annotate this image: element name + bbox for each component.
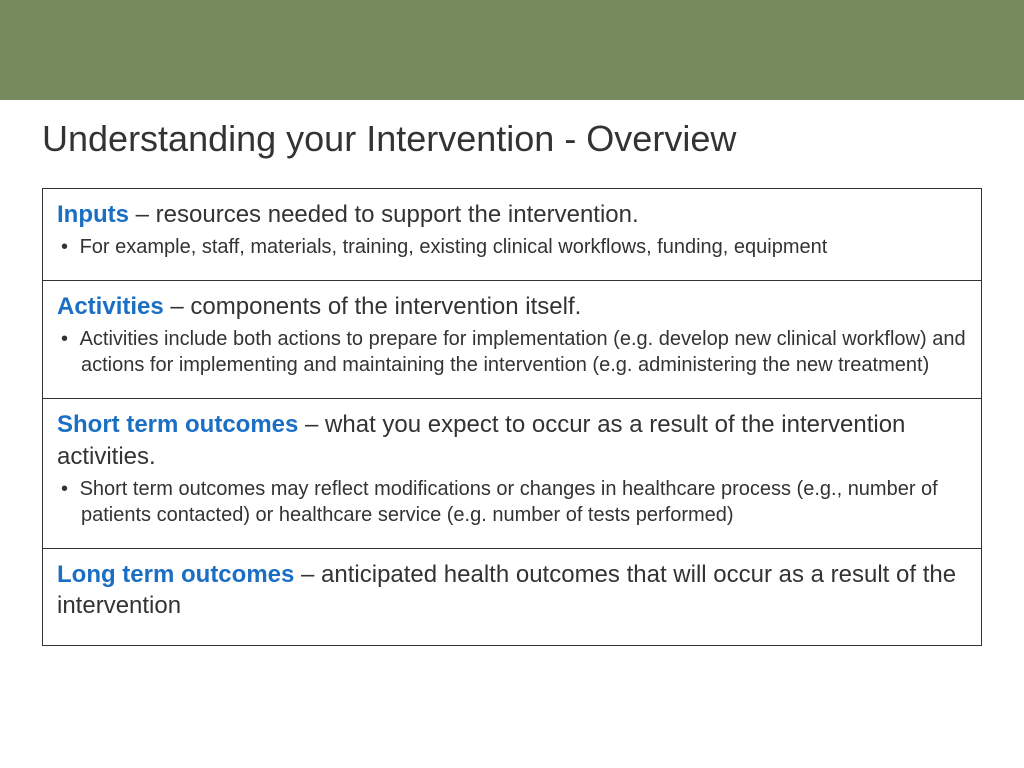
table-row: Short term outcomes – what you expect to… xyxy=(43,399,982,548)
definition-text: – components of the intervention itself. xyxy=(164,293,582,320)
header-bar xyxy=(0,0,1024,100)
page-title: Understanding your Intervention - Overvi… xyxy=(0,100,1024,160)
term-label: Inputs xyxy=(57,201,129,228)
bullet-list: For example, staff, materials, training,… xyxy=(57,234,967,260)
bullet-list: Short term outcomes may reflect modifica… xyxy=(57,476,967,528)
definition-line: Inputs – resources needed to support the… xyxy=(57,199,967,230)
table-row: Activities – components of the intervent… xyxy=(43,281,982,399)
term-label: Activities xyxy=(57,293,164,320)
definition-line: Long term outcomes – anticipated health … xyxy=(57,559,967,621)
bullet-item: Activities include both actions to prepa… xyxy=(61,326,967,378)
bullet-item: For example, staff, materials, training,… xyxy=(61,234,967,260)
definition-line: Short term outcomes – what you expect to… xyxy=(57,409,967,471)
table-row: Inputs – resources needed to support the… xyxy=(43,189,982,281)
definition-line: Activities – components of the intervent… xyxy=(57,291,967,322)
definitions-table: Inputs – resources needed to support the… xyxy=(42,188,982,646)
term-label: Short term outcomes xyxy=(57,411,298,438)
definition-text: – resources needed to support the interv… xyxy=(129,201,639,228)
term-label: Long term outcomes xyxy=(57,561,294,588)
table-row: Long term outcomes – anticipated health … xyxy=(43,548,982,645)
bullet-item: Short term outcomes may reflect modifica… xyxy=(61,476,967,528)
bullet-list: Activities include both actions to prepa… xyxy=(57,326,967,378)
